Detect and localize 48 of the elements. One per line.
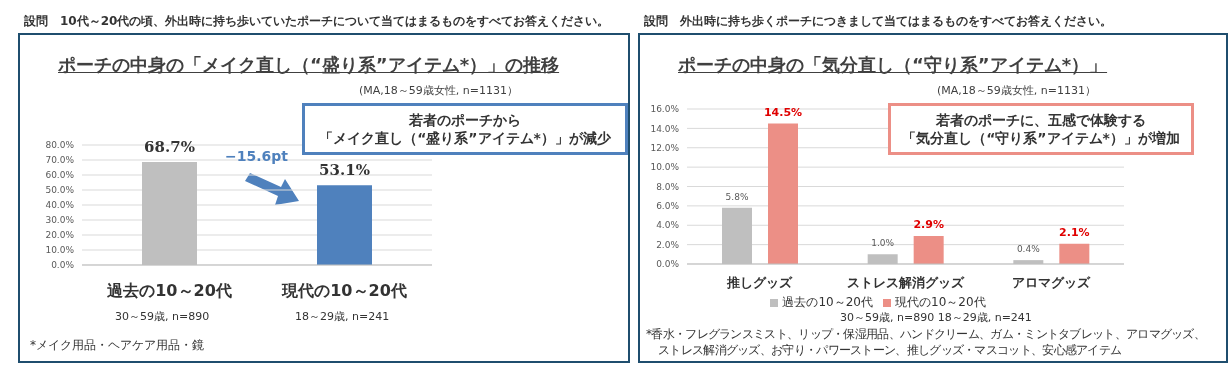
x-tick-label: 推しグッズ	[726, 275, 794, 291]
text: 30～59歳, n=890 18～29歳, n=241	[840, 311, 1032, 326]
bar	[913, 235, 944, 264]
text: 30～59歳, n=890	[115, 310, 210, 325]
y-tick-label: 2.0%	[656, 239, 680, 250]
y-tick-label: 10.0%	[45, 245, 75, 256]
x-tick-label: アロマグッズ	[1012, 275, 1092, 291]
data-label: 2.9%	[913, 217, 944, 231]
y-tick-label: 8.0%	[656, 181, 680, 192]
chart-subtitle: (MA,18～59歳女性, n=1131）	[937, 83, 1096, 98]
y-tick-label: 60.0%	[45, 170, 75, 181]
data-label: 1.0%	[871, 238, 895, 249]
y-tick-label: 30.0%	[45, 215, 75, 226]
annotation: 若者のポーチに、五感で体験する「気分直し（“守り系”アイテム*）」が増加	[888, 103, 1194, 156]
y-tick-label: 16.0%	[650, 104, 680, 115]
x-tick-label: 過去の10～20代	[106, 281, 232, 301]
annotation: 若者のポーチから「メイク直し（“盛り系”アイテム*）」が減少	[302, 103, 628, 156]
text: 18～29歳, n=241	[295, 310, 390, 325]
y-tick-label: 40.0%	[45, 200, 75, 211]
data-label: 14.5%	[763, 105, 803, 119]
y-tick-label: 14.0%	[650, 123, 680, 134]
y-tick-label: 12.0%	[650, 142, 680, 153]
y-tick-label: 80.0%	[45, 140, 75, 151]
y-tick-label: 20.0%	[45, 230, 75, 241]
data-label: 5.8%	[725, 191, 749, 202]
annotation: −15.6pt	[225, 147, 288, 166]
text: 設問 外出時に持ち歩くポーチにつきまして当てはまるものをすべてお答えください。	[644, 14, 1112, 30]
y-tick-label: 0.0%	[656, 259, 680, 270]
y-tick-label: 10.0%	[650, 162, 680, 173]
y-tick-label: 70.0%	[45, 155, 75, 166]
x-tick-label: 現代の10～20代	[281, 281, 407, 301]
text: *メイク用品・ヘアケア用品・鏡	[30, 338, 204, 354]
text: *香水・フレグランスミスト、リップ・保湿用品、ハンドクリーム、ガム・ミントタブレット、アロマグッズ、ストレス解消グッズ、お守り・パワーストーン、推しグッズ・マスコット、安心感アイテム	[646, 327, 1206, 359]
data-label: 0.4%	[1016, 244, 1041, 255]
y-tick-label: 6.0%	[656, 201, 680, 212]
bar	[1059, 243, 1090, 264]
bar	[768, 123, 798, 264]
x-tick-label: ストレス解消グッズ	[847, 275, 965, 291]
y-tick-label: 50.0%	[45, 185, 75, 196]
data-label: 68.7%	[144, 137, 195, 156]
y-tick-label: 0.0%	[51, 260, 75, 271]
chart-title: ポーチの中身の「メイク直し（“盛り系”アイテム*）」の推移	[58, 53, 560, 77]
chart-subtitle: (MA,18～59歳女性, n=1131）	[359, 83, 518, 98]
data-label: 53.1%	[319, 161, 370, 180]
y-tick-label: 4.0%	[656, 220, 680, 231]
text: 設問 10代～20代の頃、外出時に持ち歩いていたポーチについて当てはまるものをすべてお答えください。	[24, 14, 610, 30]
data-label: 2.1%	[1059, 225, 1090, 239]
chart-title: ポーチの中身の「気分直し（“守り系”アイテム*）」	[678, 53, 1108, 77]
